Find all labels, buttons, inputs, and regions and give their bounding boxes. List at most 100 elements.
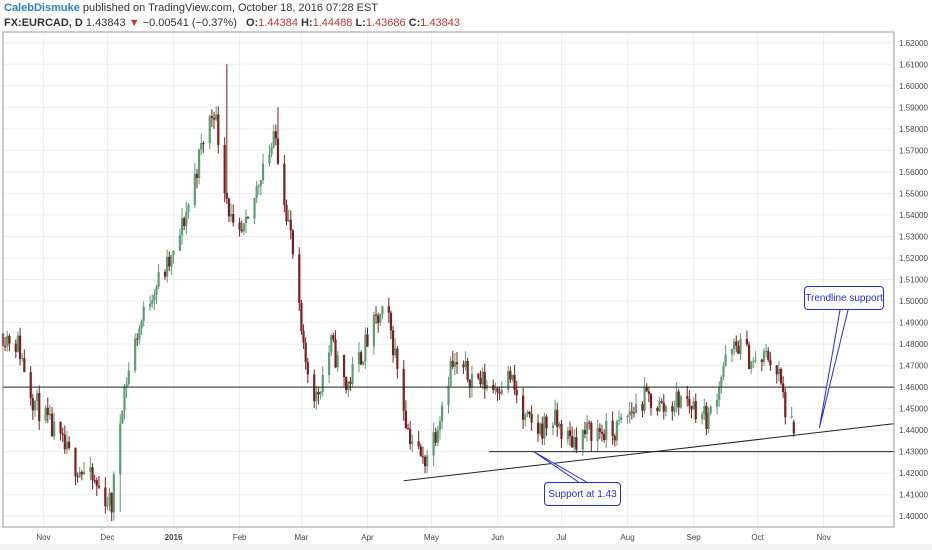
y-tick-label: 1.40000 (899, 512, 928, 521)
candle (155, 284, 158, 304)
candle-body (481, 371, 484, 385)
candle-body (703, 405, 706, 415)
candle (735, 335, 738, 353)
candle-body (46, 407, 49, 416)
candle (409, 421, 412, 450)
candle (673, 400, 676, 416)
candle (769, 352, 772, 371)
candle-body (170, 254, 173, 267)
candle-body (215, 114, 218, 120)
candle-body (291, 230, 294, 255)
candle (500, 381, 503, 396)
candle (151, 294, 154, 308)
candle-body (193, 173, 196, 205)
candle-body (136, 338, 139, 340)
symbol-name[interactable]: FX:EURCAD (4, 17, 69, 29)
candle (596, 419, 599, 452)
candle-body (349, 381, 352, 384)
high-label: H: (301, 17, 313, 29)
candle-body (507, 371, 510, 390)
candle-body (389, 312, 393, 331)
candle-body (645, 387, 648, 392)
y-tick-label: 1.54000 (899, 211, 928, 220)
candle-body (765, 350, 768, 352)
candle (511, 374, 514, 382)
candle (44, 404, 47, 423)
candle (317, 386, 320, 405)
candle (298, 247, 301, 311)
candle (481, 367, 484, 390)
candle (739, 333, 742, 361)
candle (212, 111, 216, 129)
x-tick-label: Feb (233, 533, 247, 542)
candle-body (735, 341, 738, 346)
candle-body (615, 421, 618, 441)
candle (14, 339, 17, 359)
candle-body (660, 401, 663, 403)
candle-body (568, 430, 572, 437)
candle-body (688, 398, 691, 406)
candle-body (632, 412, 636, 414)
candle-body (451, 360, 454, 367)
candle-body (634, 403, 638, 413)
candle (677, 389, 680, 416)
candle (715, 393, 719, 415)
candle-body (419, 446, 422, 457)
candle (634, 393, 638, 414)
low-label: L: (355, 17, 366, 29)
candle (664, 404, 668, 417)
candle (575, 427, 578, 454)
candle (238, 217, 241, 237)
candle-body (752, 360, 755, 362)
y-tick-label: 1.47000 (899, 362, 928, 371)
candle-body (515, 389, 518, 396)
candle (679, 394, 682, 409)
candle-body (423, 456, 427, 467)
candle (121, 410, 124, 424)
author-link[interactable]: CalebDismuke (4, 2, 80, 14)
candle-body (65, 441, 69, 450)
candle-body (61, 433, 64, 435)
candle-body (530, 414, 533, 423)
candle-body (33, 400, 37, 411)
x-tick-label: Mar (295, 533, 309, 542)
candle (200, 133, 203, 155)
candle-body (227, 198, 231, 217)
candle (417, 430, 420, 450)
candle (104, 477, 107, 514)
candle-body (321, 375, 324, 393)
candle (733, 338, 736, 356)
candle (647, 386, 650, 403)
bottom-scrollbar[interactable] (0, 544, 932, 550)
candle-body (4, 346, 7, 348)
candle (227, 197, 231, 222)
candle-body (438, 421, 442, 430)
candle (255, 180, 258, 204)
candle-body (148, 303, 152, 307)
candle (737, 340, 740, 355)
candle-body (571, 436, 574, 448)
candle-body (692, 401, 695, 410)
candle-body (551, 425, 555, 429)
candle (598, 423, 601, 440)
candle (330, 334, 333, 357)
x-tick-label: Nov (36, 533, 50, 542)
candle (688, 390, 691, 414)
candle (300, 299, 303, 335)
callout-pointer (533, 451, 587, 483)
candle-body (769, 359, 772, 366)
candle (455, 351, 459, 374)
candle (232, 204, 235, 227)
candle (283, 154, 286, 213)
candle-body (409, 428, 412, 445)
candle-body (558, 423, 561, 427)
candle-body (611, 420, 614, 436)
candle (360, 350, 363, 365)
candle (485, 379, 488, 392)
drawings (3, 309, 895, 483)
candle (470, 365, 474, 398)
candle (585, 415, 589, 442)
candle-body (112, 474, 115, 513)
candle-body (449, 360, 452, 386)
